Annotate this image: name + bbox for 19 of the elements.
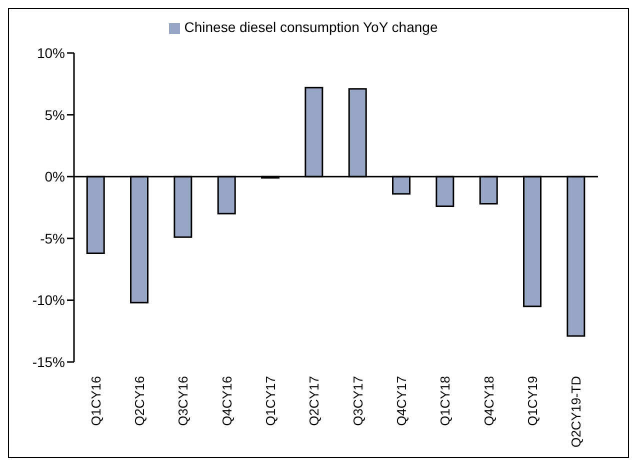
x-tick-label: Q2CY19-TD [568, 376, 584, 448]
y-tick-label: -10% [32, 292, 65, 308]
x-tick-label: Q1CY16 [88, 376, 104, 426]
x-tick-label: Q2CY17 [306, 376, 322, 426]
x-tick-label: Q4CY16 [219, 376, 234, 426]
y-tick-label: 10% [36, 44, 65, 61]
x-tick-label: Q4CY18 [481, 376, 496, 426]
x-tick-label: Q3CY16 [176, 376, 191, 426]
y-tick-label: -15% [32, 354, 65, 370]
x-tick-label: Q1CY17 [263, 376, 278, 426]
x-tick-label: Q2CY16 [132, 376, 147, 426]
x-tick-label: Q1CY18 [438, 376, 453, 426]
x-tick-label: Q4CY17 [394, 376, 409, 426]
y-tick-label: 0% [44, 168, 65, 185]
y-tick-label: -5% [40, 230, 65, 246]
x-tick-label: Q3CY17 [350, 376, 366, 426]
x-tick-label: Q1CY19 [525, 376, 540, 426]
legend-label: Chinese diesel consumption YoY change [184, 19, 438, 35]
y-tick-label: 5% [44, 106, 65, 123]
